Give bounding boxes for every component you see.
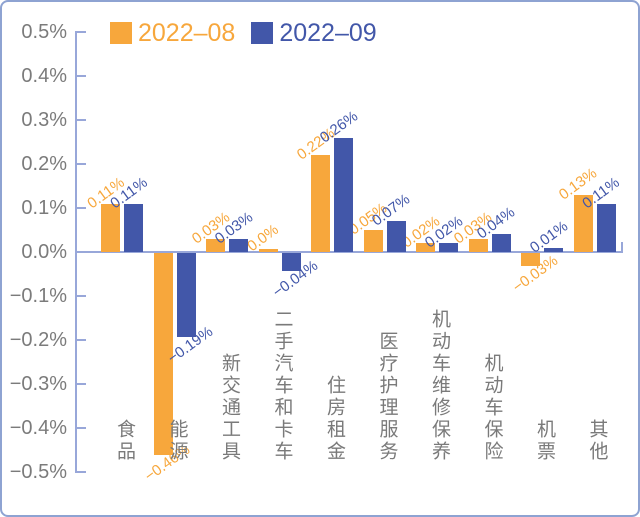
bar xyxy=(281,253,301,271)
category-label: 新交通工具 xyxy=(219,353,240,463)
category-label: 二手汽车和卡车 xyxy=(271,309,293,463)
category-label: 能源 xyxy=(166,419,188,463)
y-tick-label: 0.0% xyxy=(21,241,67,263)
bar xyxy=(176,253,196,337)
bar xyxy=(363,230,383,252)
y-tick-label: 0.4% xyxy=(21,65,67,87)
y-tick xyxy=(75,119,86,121)
y-tick xyxy=(75,75,86,77)
legend-item-2022-09: 2022–09 xyxy=(251,19,377,47)
bar xyxy=(544,247,563,252)
y-tick xyxy=(75,383,86,385)
chart-legend: 2022–08 2022–09 xyxy=(110,20,377,46)
bar xyxy=(491,234,511,252)
y-tick-label: −0.2% xyxy=(9,329,67,351)
bar xyxy=(596,203,616,252)
x-axis-end-tick xyxy=(621,242,623,252)
legend-swatch-2022-08-icon xyxy=(110,22,132,44)
y-tick xyxy=(75,295,86,297)
bar xyxy=(468,238,488,252)
bar xyxy=(416,243,435,252)
bar xyxy=(439,243,458,252)
bar xyxy=(334,137,353,252)
y-tick-label: 0.5% xyxy=(21,21,67,43)
y-tick-label: 0.3% xyxy=(21,109,67,131)
y-tick xyxy=(75,31,86,33)
legend-item-2022-08: 2022–08 xyxy=(110,20,235,46)
y-tick xyxy=(75,339,86,341)
legend-swatch-2022-09-icon xyxy=(251,22,274,44)
category-label: 住房租金 xyxy=(324,375,345,463)
bar xyxy=(153,253,173,456)
legend-label-2022-09: 2022–09 xyxy=(279,19,377,47)
y-tick-label: 0.2% xyxy=(21,153,67,175)
bar xyxy=(206,238,225,252)
bar xyxy=(229,238,248,252)
y-tick-label: −0.5% xyxy=(9,461,67,483)
category-label: 机票 xyxy=(534,419,555,463)
y-tick-label: −0.1% xyxy=(9,285,67,307)
category-label: 医疗护理服务 xyxy=(376,331,398,463)
legend-label-2022-08: 2022–08 xyxy=(138,19,236,47)
y-tick xyxy=(75,427,86,429)
y-tick xyxy=(75,163,86,165)
y-tick xyxy=(75,207,86,209)
y-tick-label: −0.3% xyxy=(9,373,67,395)
category-label: 机动车维修保养 xyxy=(429,309,450,463)
y-tick xyxy=(75,471,86,473)
bar xyxy=(258,249,278,252)
category-label: 其他 xyxy=(586,419,608,463)
category-label: 食品 xyxy=(114,419,135,463)
category-label: 机动车保险 xyxy=(481,353,503,463)
bar xyxy=(573,194,593,252)
bar xyxy=(101,203,120,252)
bar xyxy=(386,221,406,252)
x-axis-zero-line xyxy=(75,251,623,253)
bar xyxy=(311,155,330,252)
bar xyxy=(124,203,143,252)
y-tick-label: −0.4% xyxy=(9,417,67,439)
bar xyxy=(521,253,540,267)
y-tick-label: 0.1% xyxy=(21,197,67,219)
